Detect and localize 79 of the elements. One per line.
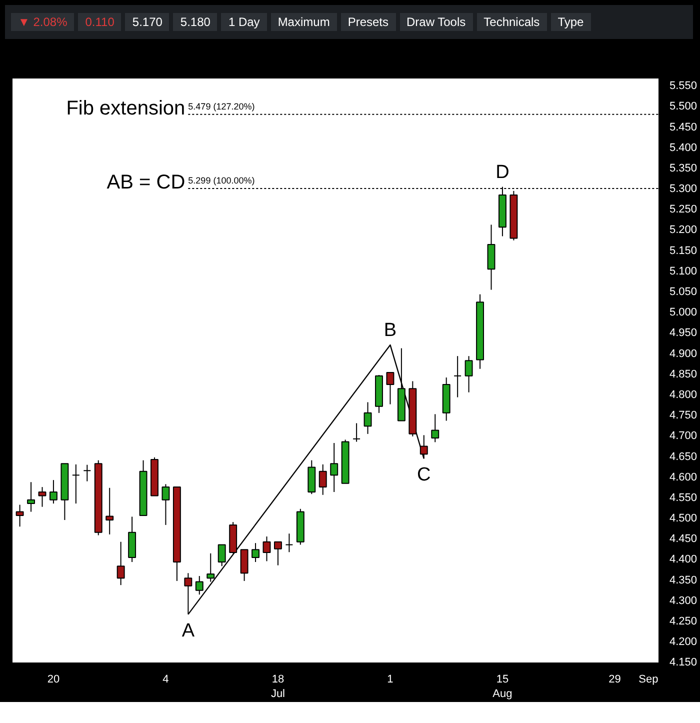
y-tick-label: 5.500 xyxy=(670,100,698,113)
y-tick-label: 4.650 xyxy=(670,450,698,463)
candlestick xyxy=(16,504,24,528)
candlestick xyxy=(285,533,294,553)
y-tick-label: 4.550 xyxy=(670,492,698,504)
candlestick xyxy=(454,356,462,398)
candlestick xyxy=(49,480,58,504)
annotation: B xyxy=(384,320,397,341)
annotation: D xyxy=(496,162,510,183)
text: 1 Day xyxy=(221,13,267,31)
annotation: Fib extension xyxy=(66,97,186,120)
candlestick xyxy=(116,541,125,586)
candlestick xyxy=(274,541,282,566)
candlestick xyxy=(218,544,226,567)
y-tick-label: 4.900 xyxy=(670,348,698,360)
y-tick-label: 4.850 xyxy=(670,368,698,380)
text: Draw Tools xyxy=(400,13,473,31)
candlestick xyxy=(27,482,35,512)
x-tick-label: 4 xyxy=(162,674,169,686)
y-tick-label: 5.150 xyxy=(670,244,698,257)
annotation: C xyxy=(417,464,431,486)
y-tick-label: 4.300 xyxy=(670,594,698,607)
candlestick xyxy=(352,422,361,442)
candlestick xyxy=(106,487,114,535)
y-tick-label: 4.600 xyxy=(670,471,698,484)
text: ▼ 2.08% xyxy=(11,13,74,31)
text: Presets xyxy=(340,13,396,31)
y-tick-label: 4.150 xyxy=(670,656,698,669)
annotation: A xyxy=(182,620,195,642)
y-tick-label: 4.400 xyxy=(670,554,698,566)
y-tick-label: 5.050 xyxy=(670,286,698,298)
candlestick xyxy=(83,464,92,482)
x-tick-label: Sep xyxy=(638,674,658,686)
y-tick-label: 5.100 xyxy=(670,265,698,278)
y-tick-label: 4.700 xyxy=(670,430,698,442)
x-tick-label: 15 Aug xyxy=(492,674,512,700)
candlestick xyxy=(464,356,473,393)
x-tick-label: 29 xyxy=(608,674,621,686)
candlestick xyxy=(252,542,260,563)
x-tick-label: 1 xyxy=(387,674,394,686)
y-tick-label: 5.450 xyxy=(670,121,698,134)
y-tick-label: 5.550 xyxy=(670,80,698,92)
text: 0.110 xyxy=(78,13,122,31)
candlestick xyxy=(318,464,327,496)
text: 5.180 xyxy=(173,13,218,31)
candlestick xyxy=(162,484,170,526)
y-tick-label: 4.750 xyxy=(670,410,698,422)
text: Technicals xyxy=(476,13,547,31)
y-tick-label: 4.450 xyxy=(670,533,698,546)
candlestick xyxy=(38,486,46,508)
candlestick xyxy=(195,576,204,596)
candlestick xyxy=(330,442,338,492)
candlestick xyxy=(206,552,215,582)
candlestick xyxy=(72,464,80,504)
text: Maximum xyxy=(270,13,337,31)
y-tick-label: 4.800 xyxy=(670,388,698,401)
annotation: AB = CD xyxy=(106,171,186,194)
candlestick xyxy=(364,402,372,434)
candlestick xyxy=(386,372,394,405)
ref-line-label: 5.479 (127.20%) xyxy=(188,101,255,112)
y-tick-label: 4.250 xyxy=(670,615,698,628)
y-tick-label: 4.200 xyxy=(670,636,698,648)
y-tick-label: 5.400 xyxy=(670,142,698,154)
candlestick xyxy=(240,549,248,582)
y-tick-label: 5.250 xyxy=(670,204,698,216)
text: 5.170 xyxy=(125,13,170,31)
y-tick-label: 5.200 xyxy=(670,224,698,236)
candlestick xyxy=(431,414,440,443)
y-tick-label: 5.000 xyxy=(670,306,698,319)
candlestick xyxy=(262,536,271,562)
ref-line-label: 5.299 (100.00%) xyxy=(188,175,255,186)
text: Type xyxy=(550,13,591,31)
y-tick-label: 4.500 xyxy=(670,512,698,525)
x-tick-label: 18 Jul xyxy=(270,674,286,700)
y-tick-label: 4.350 xyxy=(670,574,698,586)
y-tick-label: 5.350 xyxy=(670,162,698,174)
y-tick-label: 4.950 xyxy=(670,327,698,340)
y-tick-label: 5.300 xyxy=(670,183,698,196)
x-tick-label: 20 xyxy=(47,674,60,686)
